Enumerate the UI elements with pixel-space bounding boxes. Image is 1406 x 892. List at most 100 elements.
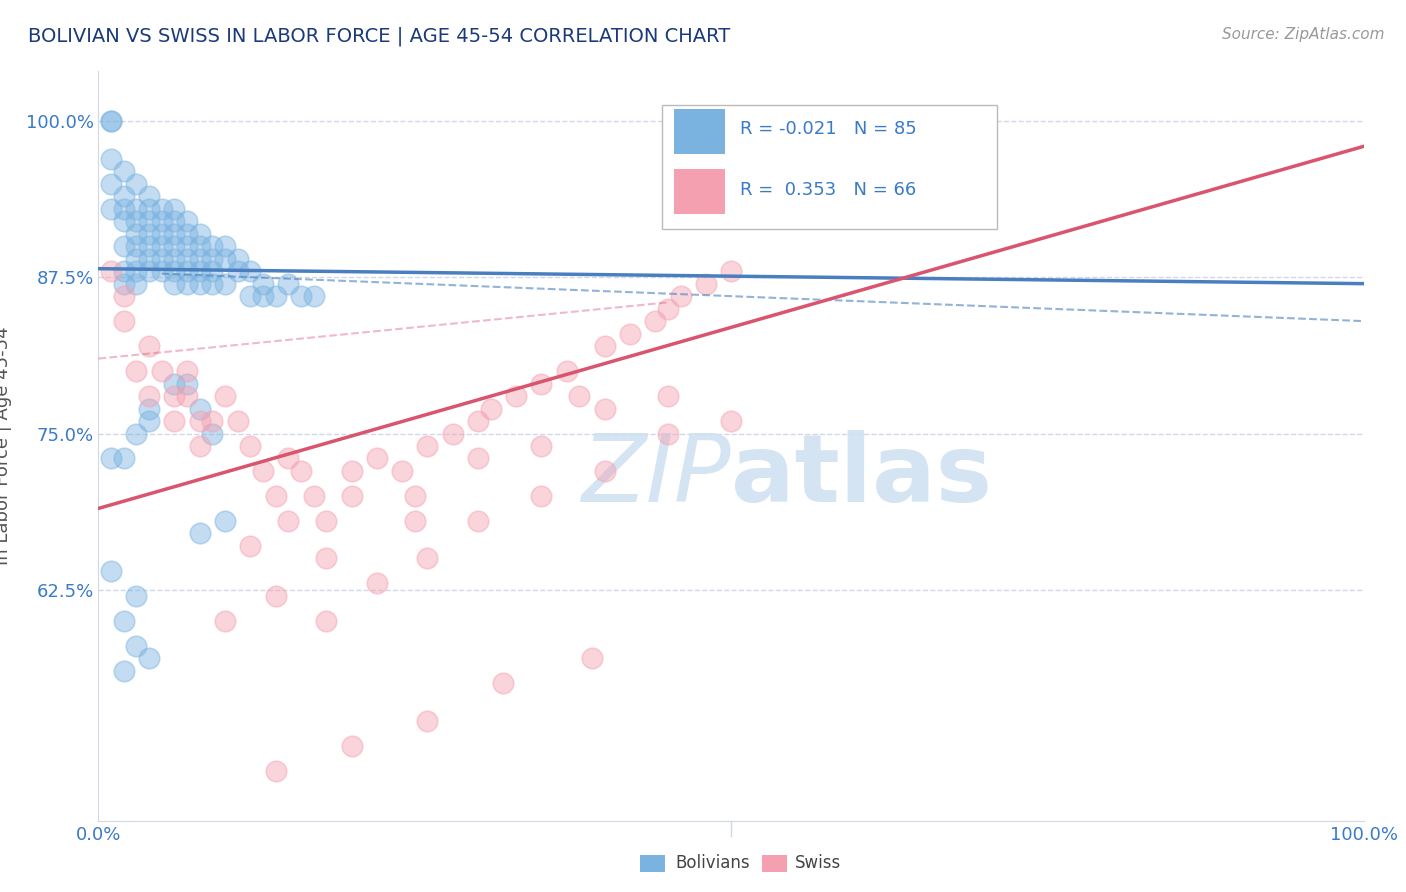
Text: BOLIVIAN VS SWISS IN LABOR FORCE | AGE 45-54 CORRELATION CHART: BOLIVIAN VS SWISS IN LABOR FORCE | AGE 4… [28, 27, 730, 46]
Point [176, 227, 198, 241]
Point [188, 277, 211, 291]
Point [530, 489, 553, 503]
Point [214, 614, 236, 628]
Point [112, 277, 135, 291]
Point [530, 439, 553, 453]
Point [467, 514, 489, 528]
Text: Bolivians: Bolivians [675, 855, 749, 872]
Point [100, 451, 122, 466]
FancyBboxPatch shape [661, 105, 997, 228]
Point [720, 414, 742, 428]
Point [593, 339, 616, 353]
Point [125, 214, 148, 228]
Point [138, 227, 160, 241]
Point [201, 239, 224, 253]
Point [530, 376, 553, 391]
Point [302, 489, 325, 503]
Point [138, 214, 160, 228]
Point [138, 189, 160, 203]
Point [226, 252, 249, 266]
Point [188, 401, 211, 416]
Point [163, 277, 186, 291]
Point [163, 214, 186, 228]
Point [100, 177, 122, 191]
Text: Swiss: Swiss [794, 855, 841, 872]
Point [150, 214, 173, 228]
Point [150, 252, 173, 266]
Text: R = -0.021   N = 85: R = -0.021 N = 85 [740, 120, 917, 138]
Point [644, 314, 666, 328]
Point [188, 439, 211, 453]
Point [138, 651, 160, 665]
Point [112, 451, 135, 466]
Point [593, 401, 616, 416]
Point [138, 401, 160, 416]
Point [657, 301, 679, 316]
Bar [675, 169, 725, 214]
Point [214, 514, 236, 528]
Point [188, 264, 211, 278]
Point [366, 451, 388, 466]
Point [112, 164, 135, 178]
Point [264, 289, 287, 303]
Point [277, 514, 299, 528]
Point [416, 551, 439, 566]
Point [264, 764, 287, 778]
Text: Source: ZipAtlas.com: Source: ZipAtlas.com [1222, 27, 1385, 42]
Point [138, 252, 160, 266]
Point [201, 426, 224, 441]
Point [315, 514, 337, 528]
Point [150, 202, 173, 216]
Point [112, 214, 135, 228]
Point [100, 114, 122, 128]
Point [581, 651, 603, 665]
Point [150, 239, 173, 253]
Point [112, 239, 135, 253]
Text: R =  0.353   N = 66: R = 0.353 N = 66 [740, 181, 917, 199]
Point [201, 264, 224, 278]
Point [125, 177, 148, 191]
Point [188, 414, 211, 428]
Point [176, 239, 198, 253]
Point [479, 401, 502, 416]
Point [340, 739, 363, 753]
Point [404, 489, 426, 503]
Point [125, 364, 148, 378]
Point [201, 252, 224, 266]
Point [277, 277, 299, 291]
Point [416, 439, 439, 453]
Point [163, 239, 186, 253]
Point [239, 289, 262, 303]
Point [492, 676, 515, 690]
Point [340, 464, 363, 478]
Point [112, 289, 135, 303]
Point [138, 202, 160, 216]
Point [593, 464, 616, 478]
Point [720, 264, 742, 278]
Point [125, 589, 148, 603]
Point [138, 339, 160, 353]
Point [568, 389, 591, 403]
Point [176, 389, 198, 403]
Point [441, 426, 464, 441]
Point [188, 227, 211, 241]
Point [163, 389, 186, 403]
Point [176, 364, 198, 378]
Point [214, 252, 236, 266]
Point [163, 202, 186, 216]
Point [302, 289, 325, 303]
Point [201, 277, 224, 291]
Point [252, 289, 274, 303]
Point [112, 264, 135, 278]
Point [176, 252, 198, 266]
Y-axis label: In Labor Force | Age 45-54: In Labor Force | Age 45-54 [0, 326, 11, 566]
Point [112, 614, 135, 628]
Point [125, 252, 148, 266]
Point [125, 227, 148, 241]
Point [505, 389, 527, 403]
Point [163, 376, 186, 391]
Point [315, 614, 337, 628]
Point [226, 414, 249, 428]
Point [125, 239, 148, 253]
Point [138, 389, 160, 403]
